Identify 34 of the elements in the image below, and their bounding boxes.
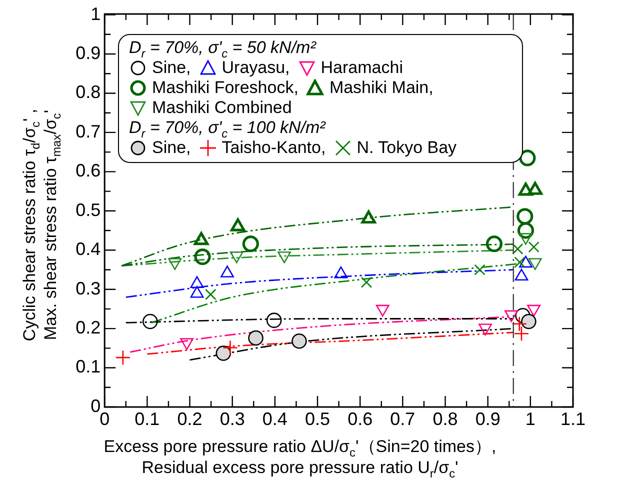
x-tick-label: 0.5 [304, 408, 330, 429]
annotation: D$_{r}$ = 70%, σ'$_{c}$ = 100 kN/m² [129, 118, 326, 140]
legend-label: Urayasu, [222, 58, 290, 78]
y-tick-label: 0.6 [76, 160, 101, 181]
x-tick-label: 0.6 [348, 408, 373, 429]
x-tick-label: 0.9 [475, 408, 500, 429]
x-tick-label: 1.1 [560, 408, 586, 429]
y-tick-label: 0.1 [76, 356, 101, 377]
legend-label: Mashiki Combined [152, 98, 292, 118]
legend-label: Mashiki Foreshock, [152, 78, 298, 98]
annotation: D$_{r}$ = 70%, σ'$_{c}$ = 50 kN/m² [129, 38, 316, 60]
legend-label: Sine, [152, 58, 191, 78]
y-tick-label: 0.4 [76, 239, 101, 260]
y-tick-label: 0.7 [76, 121, 101, 142]
y-tick-label: 0.3 [76, 278, 101, 298]
x-axis-title: Excess pore pressure ratio ΔU/σ$_{c}$'（Sin=20 times）, Residual excess pore pressure ratio U$_{r}$/σ$_{c}$' [104, 436, 496, 480]
x-tick-label: 0.4 [262, 408, 288, 429]
legend-label: Sine, [152, 138, 191, 158]
x-tick-label: 0.1 [134, 408, 160, 429]
y-tick-label: 0.9 [76, 42, 101, 63]
x-tick-label: 0.8 [432, 408, 458, 429]
legend-label: Haramachi [320, 58, 403, 78]
x-tick-label: 1 [525, 408, 536, 429]
legend-label: Taisho-Kanto, [222, 138, 326, 158]
y-tick-label: 0.8 [76, 82, 101, 102]
x-tick-label: 0.7 [390, 408, 416, 429]
legend-label: N. Tokyo Bay [356, 138, 457, 158]
legend-label: Mashiki Main, [329, 78, 434, 98]
x-tick-label: 0.2 [177, 408, 202, 429]
y-tick-label: 0.2 [76, 318, 101, 338]
y-tick-label: 0.5 [76, 200, 101, 220]
y-tick-label: 0 [90, 396, 101, 416]
y-tick-label: 1 [90, 4, 101, 24]
x-tick-label: 0.3 [220, 408, 245, 429]
